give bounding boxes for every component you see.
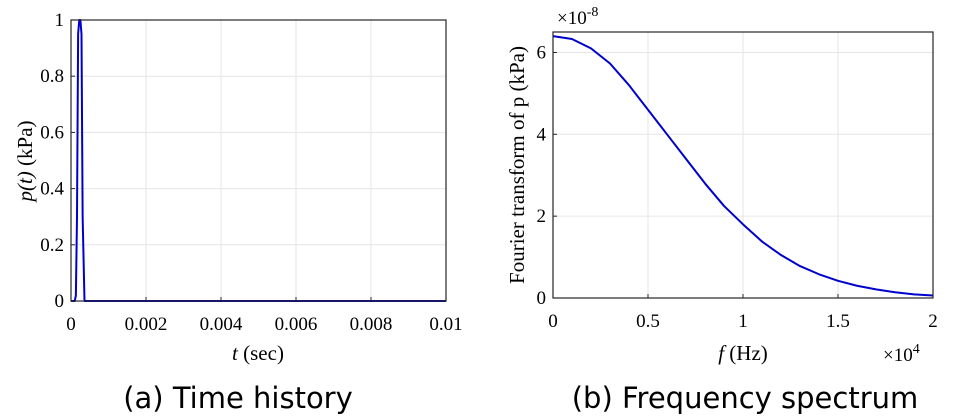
x-tick-label: 1.5 [826, 311, 850, 332]
caption-a: (a) Time history [123, 381, 353, 415]
x-tick-label: 0.01 [429, 314, 462, 335]
x-tick-label: 0.008 [350, 314, 393, 335]
series-line [552, 35, 934, 297]
x-multiplier-base: ×10 [883, 345, 913, 366]
x-tick-label: 0 [548, 311, 558, 332]
x-tick-label: 2 [928, 311, 938, 332]
x-tick-label: 1 [738, 311, 748, 332]
y-tick-label: 0.8 [40, 66, 64, 87]
x-axis-variable: t [232, 341, 239, 365]
x-axis-unit: (sec) [238, 341, 284, 365]
y-tick-labels: 0 2 4 6 [537, 42, 547, 309]
x-axis-label: f (Hz) [718, 341, 768, 365]
y-tick-label: 0.4 [40, 179, 64, 200]
y-tick-label: 1 [55, 10, 65, 31]
grid-lines [552, 32, 934, 299]
y-axis-unit: (kPa) [13, 120, 37, 171]
chart-time-history: 0 0.002 0.004 0.006 0.008 0.01 0 0.2 0.4 0.6 0.8 1… [13, 10, 463, 415]
y-tick-label: 0.6 [40, 122, 64, 143]
y-multiplier: ×10-8 [557, 5, 598, 29]
y-tick-label: 2 [537, 206, 547, 227]
y-axis-label: Fourier transform of p (kPa) [505, 46, 529, 284]
y-tick-labels: 0 0.2 0.4 0.6 0.8 1 [40, 10, 64, 312]
y-multiplier-exponent: -8 [587, 5, 599, 20]
x-tick-labels: 0 0.002 0.004 0.006 0.008 0.01 [66, 314, 462, 335]
y-tick-label: 0 [537, 288, 547, 309]
y-multiplier-base: ×10 [557, 8, 587, 29]
caption-b: (b) Frequency spectrum [572, 381, 919, 415]
x-tick-label: 0.002 [125, 314, 168, 335]
x-multiplier-exponent: 4 [913, 342, 920, 357]
grid-lines [70, 19, 447, 302]
y-tick-label: 6 [537, 42, 547, 63]
x-tick-label: 0.006 [275, 314, 318, 335]
x-axis-variable: f [718, 341, 727, 365]
x-axis-unit: (Hz) [724, 341, 768, 365]
x-tick-labels: 0 0.5 1 1.5 2 [548, 311, 938, 332]
y-tick-label: 0.2 [40, 235, 64, 256]
y-tick-label: 4 [537, 124, 547, 145]
x-axis-label: t (sec) [232, 341, 284, 365]
y-tick-label: 0 [55, 291, 65, 312]
x-tick-label: 0 [66, 314, 76, 335]
y-axis-label: p(t) (kPa) [13, 120, 37, 203]
series-lines [552, 35, 934, 297]
y-axis-variable: p(t) [13, 171, 37, 203]
plot-frame [70, 19, 447, 302]
x-tick-label: 0.5 [636, 311, 660, 332]
x-multiplier: ×104 [883, 342, 920, 366]
series-lines [71, 19, 446, 302]
series-line [71, 19, 446, 302]
x-tick-label: 0.004 [200, 314, 243, 335]
plot-frame [552, 31, 934, 299]
